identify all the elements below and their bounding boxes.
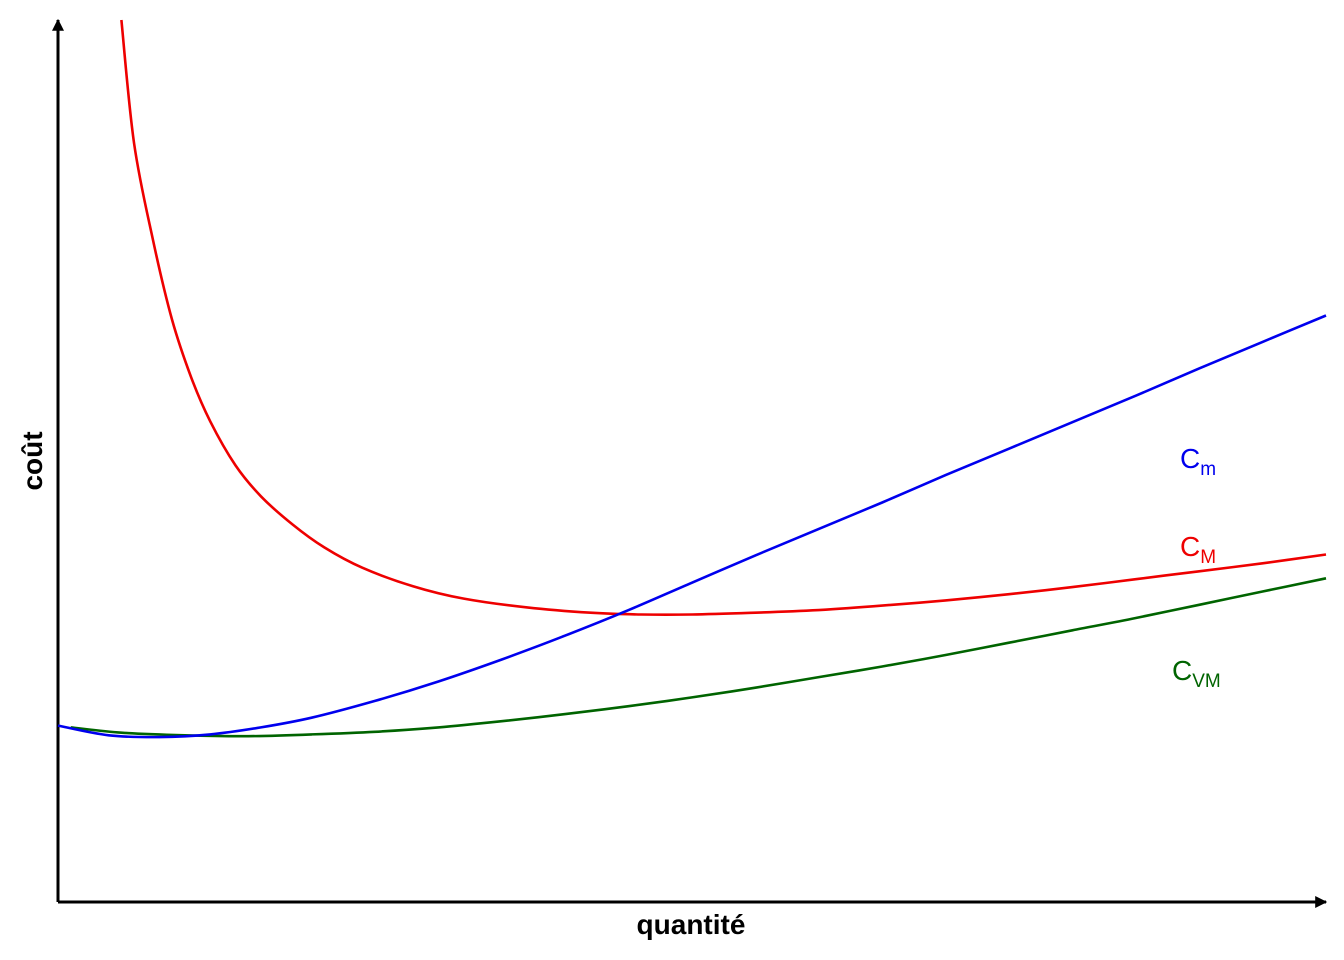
y-axis-title: coût [17, 431, 48, 490]
series-label-main: C [1180, 531, 1200, 562]
x-axis-title: quantité [637, 909, 746, 940]
series-line-cm [57, 314, 1327, 739]
series-label-subscript: M [1200, 547, 1216, 568]
series-label-subscript: m [1200, 459, 1216, 480]
series-label-cvm: CVM [1172, 655, 1221, 692]
series-label-cm: CM [1180, 531, 1216, 568]
series-layer [57, 19, 1327, 739]
series-label-cm: Cm [1180, 443, 1216, 480]
series-label-subscript: VM [1192, 671, 1221, 692]
series-line-cm [120, 19, 1327, 617]
series-line-cvm [70, 577, 1327, 738]
series-label-main: C [1180, 443, 1200, 474]
series-label-main: C [1172, 655, 1192, 686]
